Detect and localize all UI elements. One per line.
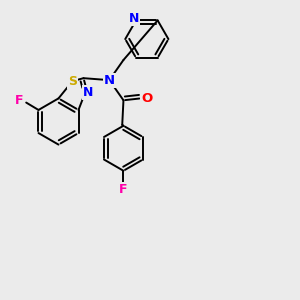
Text: N: N: [104, 74, 115, 87]
Text: N: N: [128, 12, 139, 26]
Text: N: N: [83, 86, 93, 99]
Text: S: S: [68, 75, 77, 88]
Text: F: F: [119, 183, 128, 196]
Text: O: O: [141, 92, 152, 105]
Text: F: F: [15, 94, 24, 107]
